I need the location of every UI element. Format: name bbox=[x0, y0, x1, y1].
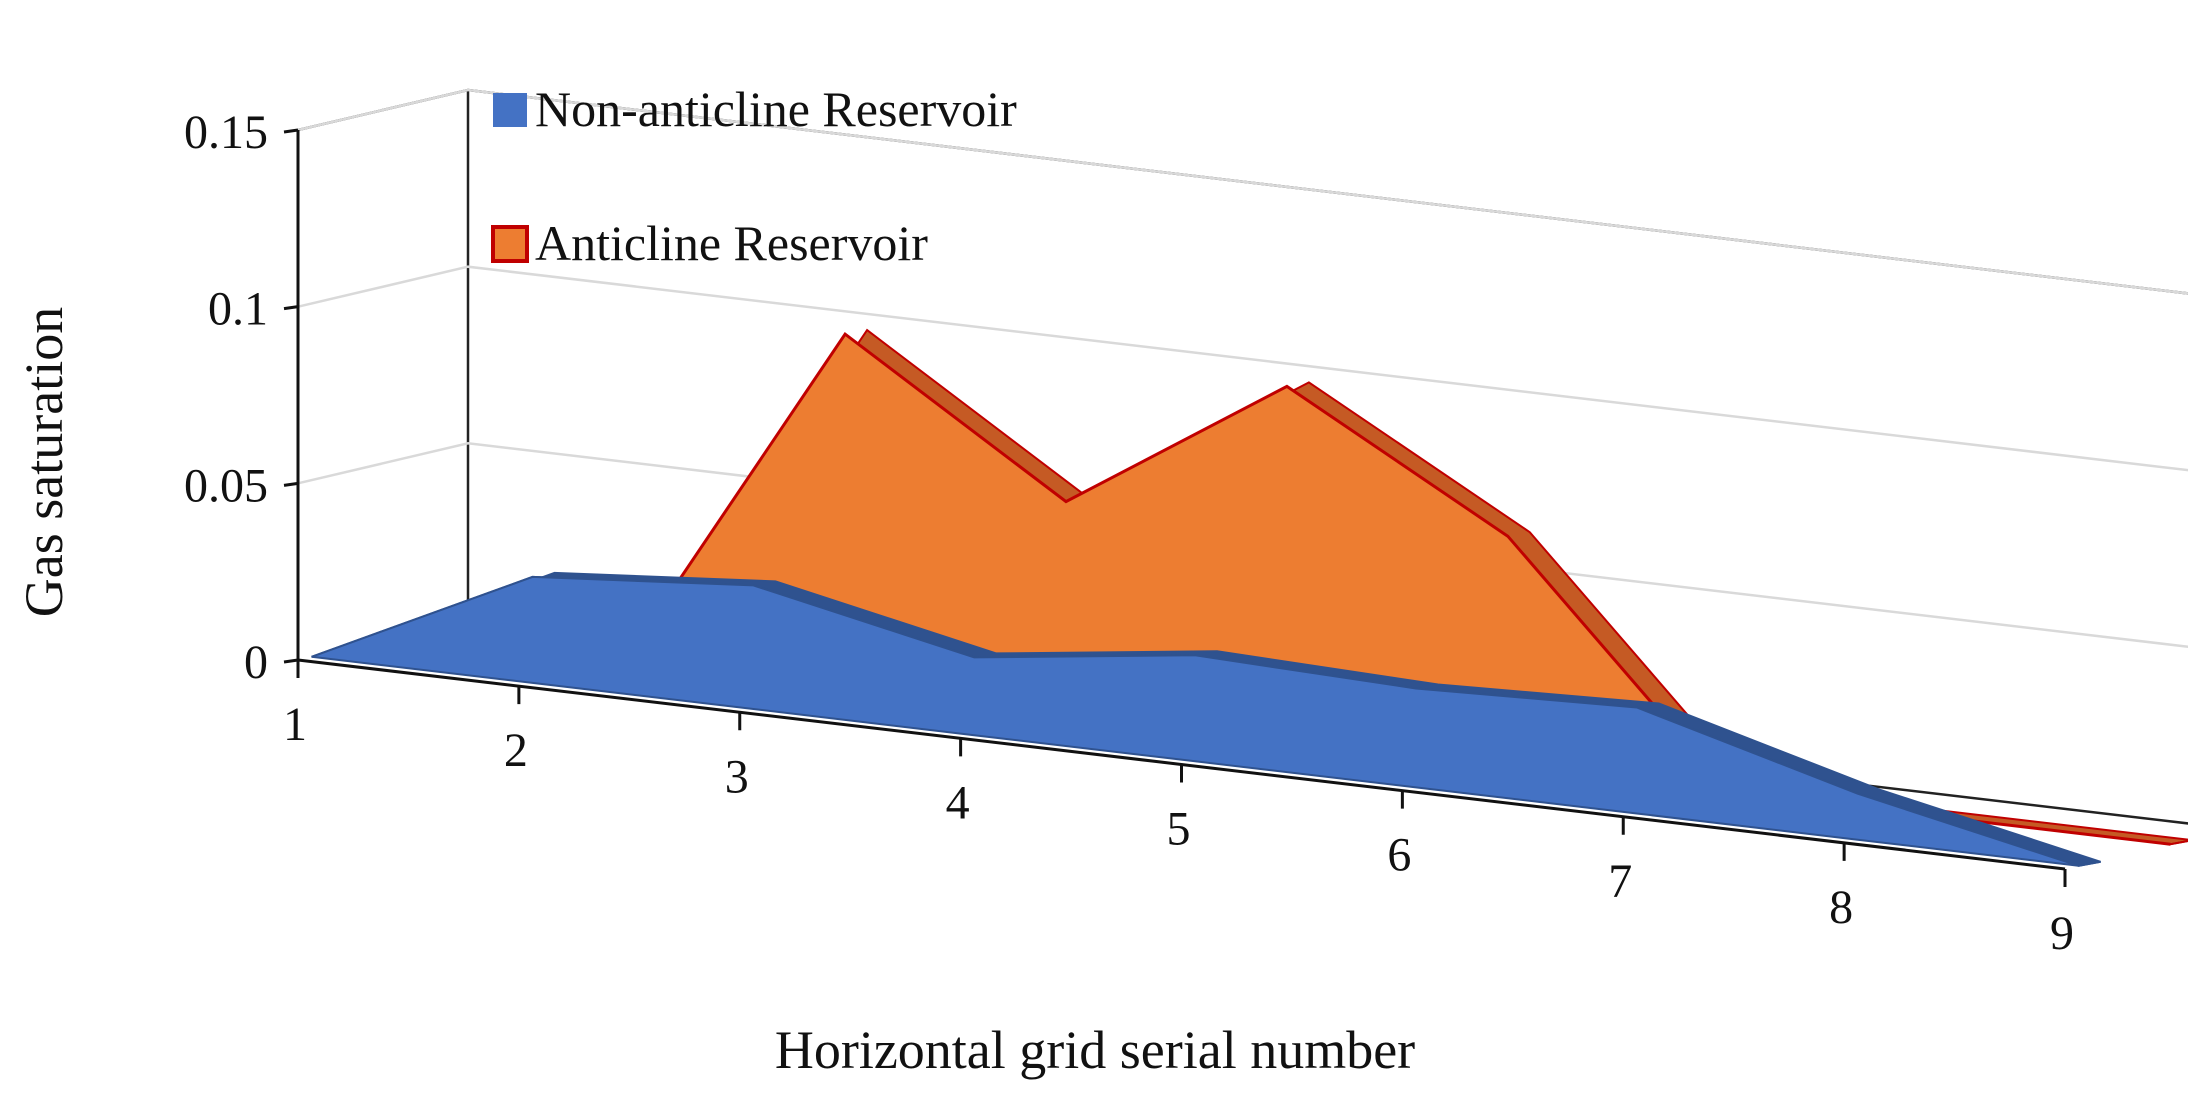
data-point-0-1 bbox=[530, 574, 536, 580]
y-tick-label-3: 0.15 bbox=[184, 106, 268, 159]
x-axis-title: Horizontal grid serial number bbox=[775, 1020, 1415, 1080]
x-tick-label-4: 5 bbox=[1167, 803, 1191, 856]
data-point-0-5 bbox=[1413, 686, 1419, 692]
data-point-0-4 bbox=[1192, 652, 1198, 658]
y-tick-1 bbox=[283, 481, 299, 487]
legend-label-anticline: Anticline Reservoir bbox=[535, 215, 928, 271]
x-tick-label-8: 9 bbox=[2050, 907, 2074, 960]
data-point-0-7 bbox=[1855, 791, 1861, 797]
legend: Non-anticline Reservoir Anticline Reserv… bbox=[491, 81, 1017, 271]
y-tick-2 bbox=[283, 305, 299, 311]
y-tick-0 bbox=[283, 658, 299, 664]
data-point-1-8 bbox=[2167, 841, 2173, 847]
data-point-1-3 bbox=[1063, 499, 1069, 505]
x-tick-label-0: 1 bbox=[283, 698, 307, 751]
data-point-1-4 bbox=[1284, 383, 1290, 389]
gridline-3 bbox=[297, 88, 2188, 295]
data-point-0-3 bbox=[971, 654, 977, 660]
axes-layer bbox=[283, 128, 2067, 887]
y-tick-label-1: 0.05 bbox=[184, 459, 268, 512]
gridline-2 bbox=[297, 265, 2188, 472]
data-point-0-2 bbox=[750, 582, 756, 588]
area-end-face bbox=[2170, 839, 2188, 846]
area-front-face bbox=[311, 575, 2079, 867]
x-tick-label-6: 7 bbox=[1608, 855, 1632, 908]
legend-swatch-non-anticline bbox=[493, 93, 527, 127]
data-point-1-2 bbox=[842, 331, 848, 337]
area-series-layer bbox=[309, 328, 2188, 869]
data-point-0-8 bbox=[2076, 863, 2082, 869]
y-tick-label-2: 0.1 bbox=[208, 283, 268, 336]
data-point-0-6 bbox=[1634, 705, 1640, 711]
x-tick-label-1: 2 bbox=[504, 724, 528, 777]
legend-swatch-anticline bbox=[491, 225, 529, 263]
gridline-1 bbox=[297, 442, 2188, 648]
data-point-0-0 bbox=[309, 654, 315, 660]
x-tick-label-2: 3 bbox=[725, 750, 749, 803]
area-end-face bbox=[2078, 860, 2101, 867]
data-point-1-5 bbox=[1505, 533, 1511, 539]
legend-label-non-anticline: Non-anticline Reservoir bbox=[535, 81, 1017, 137]
x-tick-label-3: 4 bbox=[946, 776, 970, 829]
x-tick-label-5: 6 bbox=[1387, 829, 1411, 882]
y-tick-label-0: 0 bbox=[244, 636, 268, 689]
y-axis-title: Gas saturation bbox=[14, 307, 74, 617]
area-series-0 bbox=[309, 571, 2101, 869]
x-tick-label-7: 8 bbox=[1829, 881, 1853, 934]
y-tick-3 bbox=[283, 128, 299, 134]
gridlines bbox=[297, 88, 2188, 648]
tick-labels-layer: 0 0.05 0.1 0.15 1 2 3 4 5 6 7 8 9 bbox=[184, 106, 2074, 960]
